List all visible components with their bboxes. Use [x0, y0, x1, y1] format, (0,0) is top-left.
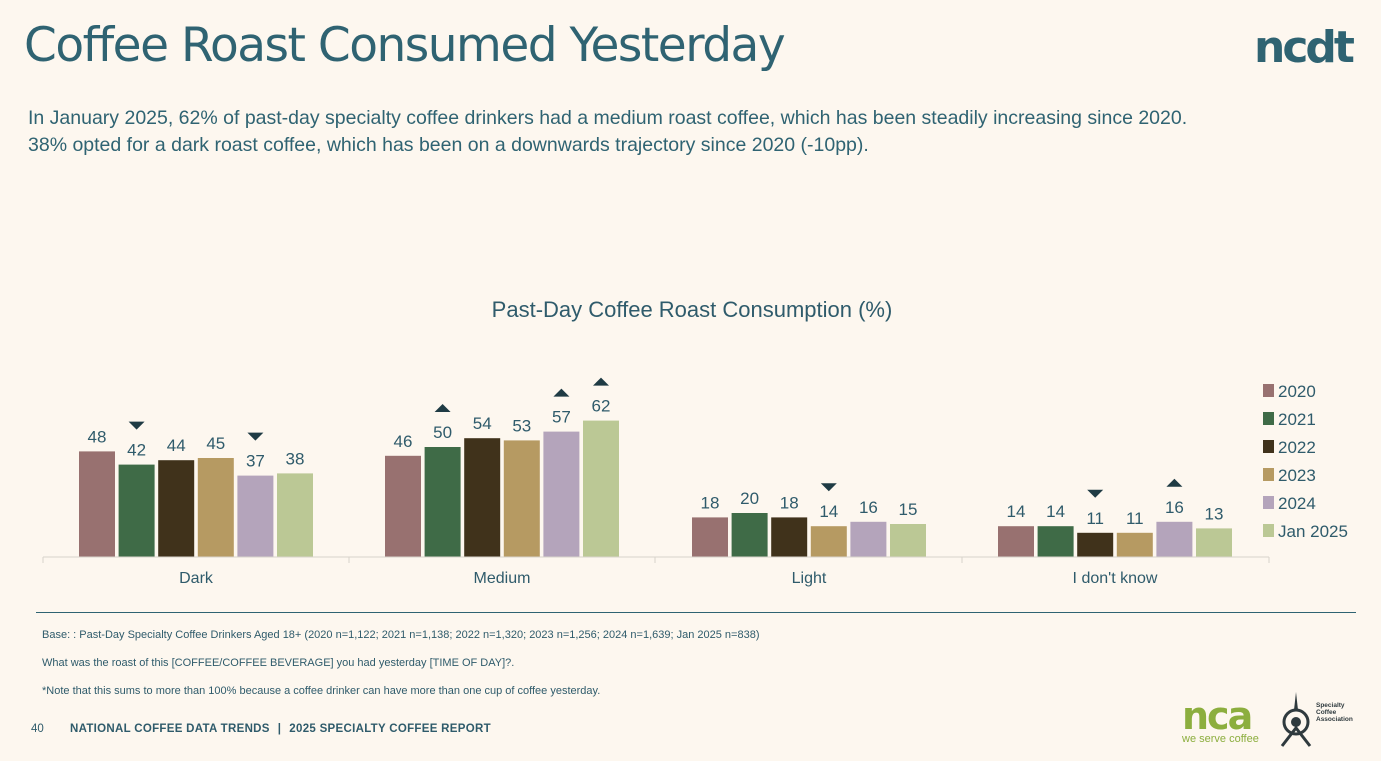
bar-medium-jan-2025 [583, 420, 619, 557]
legend-swatch-2022 [1263, 440, 1274, 453]
legend-swatch-2023 [1263, 468, 1274, 481]
bar-i-don-t-know-2020 [998, 526, 1034, 557]
value-label-dark-2023: 45 [206, 434, 225, 453]
significance-up-marker-medium-2024 [553, 388, 570, 397]
report-title: NATIONAL COFFEE DATA TRENDS | 2025 SPECIAL… [70, 723, 491, 735]
page-number: 40 [31, 723, 44, 735]
bar-i-don-t-know-2021 [1037, 526, 1074, 557]
bar-medium-2024 [543, 431, 580, 557]
bar-i-don-t-know-2023 [1116, 532, 1153, 557]
nca-logo: nca we serve coffee [1182, 694, 1266, 748]
sca-logo: Specialty Coffee Association [1280, 692, 1353, 747]
value-label-dark-2021: 42 [127, 441, 146, 460]
legend-label-jan-2025: Jan 2025 [1278, 522, 1348, 541]
legend-swatch-2024 [1263, 496, 1274, 509]
sca-emblem-icon [1280, 692, 1312, 747]
subtitle-line-1: In January 2025, 62% of past-day special… [28, 107, 1188, 129]
value-label-i-don-t-know-2021: 14 [1046, 502, 1065, 521]
sca-text-2: Coffee [1316, 709, 1337, 716]
base-note: Base: : Past-Day Specialty Coffee Drinke… [42, 629, 760, 641]
value-label-dark-2022: 44 [167, 436, 186, 455]
bar-dark-2023 [197, 458, 234, 557]
question-note: What was the roast of this [COFFEE/COFFE… [42, 657, 515, 669]
value-label-i-don-t-know-2023: 11 [1126, 509, 1144, 528]
legend-swatch-jan-2025 [1263, 524, 1274, 537]
legend-swatch-2021 [1263, 412, 1274, 425]
bar-dark-2024 [237, 475, 274, 557]
legend: 2020 2021 2022 2023 2024 Jan 2025 [1263, 382, 1348, 541]
chart-title: Past-Day Coffee Roast Consumption (%) [492, 297, 893, 322]
bar-i-don-t-know-jan-2025 [1196, 528, 1232, 557]
significance-down-marker-dark-2021 [128, 421, 145, 430]
legend-label-2022: 2022 [1278, 438, 1316, 457]
significance-down-marker-dark-2024 [247, 432, 264, 441]
bar-i-don-t-know-2024 [1156, 521, 1193, 557]
bar-medium-2021 [424, 447, 461, 557]
significance-up-marker-i-don-t-know-2024 [1166, 478, 1183, 487]
bars-layer [79, 420, 1232, 557]
bar-medium-2022 [464, 438, 501, 557]
labels-layer: 48 42 44 45 37 38 46 50 54 53 57 62 18 20 18 14 16 15 14 14… [88, 377, 1224, 528]
bar-i-don-t-know-2022 [1077, 532, 1114, 557]
sca-text-3: Association [1316, 716, 1353, 723]
legend-label-2021: 2021 [1278, 410, 1316, 429]
bar-light-2022 [771, 517, 808, 557]
value-label-light-2022: 18 [780, 493, 799, 512]
bar-medium-2020 [385, 455, 421, 557]
nca-logo-tagline: we serve coffee [1182, 733, 1259, 745]
value-label-light-jan-2025: 15 [899, 500, 918, 519]
bar-light-2023 [810, 526, 847, 557]
legend-label-2020: 2020 [1278, 382, 1316, 401]
legend-label-2023: 2023 [1278, 466, 1316, 485]
value-label-light-2021: 20 [740, 489, 759, 508]
value-label-i-don-t-know-jan-2025: 13 [1205, 504, 1224, 523]
footer-divider [36, 612, 1356, 613]
subtitle-line-2: 38% opted for a dark roast coffee, which… [28, 134, 869, 156]
legend-label-2024: 2024 [1278, 494, 1316, 513]
category-label-i-don-t-know: I don't know [1073, 570, 1158, 587]
bar-dark-2022 [158, 460, 195, 557]
bar-light-2020 [692, 517, 728, 557]
report-name-left: NATIONAL COFFEE DATA TRENDS [70, 723, 270, 735]
value-label-medium-jan-2025: 62 [592, 397, 611, 416]
bar-light-jan-2025 [890, 524, 926, 557]
bar-light-2021 [731, 513, 768, 557]
value-label-medium-2020: 46 [394, 432, 413, 451]
report-name-right: 2025 SPECIALTY COFFEE REPORT [289, 723, 491, 735]
significance-up-marker-medium-jan-2025 [593, 377, 609, 386]
value-label-light-2024: 16 [859, 498, 878, 517]
roast-consumption-chart: Past-Day Coffee Roast Consumption (%) 48… [42, 297, 1348, 587]
legend-swatch-2020 [1263, 384, 1274, 397]
nca-logo-wordmark: nca [1182, 694, 1253, 738]
value-label-dark-2024: 37 [246, 452, 265, 471]
value-label-i-don-t-know-2024: 16 [1165, 498, 1184, 517]
bar-dark-2020 [79, 451, 115, 557]
bar-dark-jan-2025 [277, 473, 313, 557]
value-label-medium-2021: 50 [433, 423, 452, 442]
value-label-medium-2023: 53 [512, 416, 531, 435]
page-title: Coffee Roast Consumed Yesterday [24, 18, 786, 73]
value-label-medium-2022: 54 [473, 414, 492, 433]
ncdt-logo: ncdt [1254, 22, 1355, 73]
value-label-dark-2020: 48 [88, 427, 107, 446]
sca-text-1: Specialty [1316, 702, 1345, 709]
report-separator: | [277, 723, 282, 735]
value-label-i-don-t-know-2020: 14 [1007, 502, 1026, 521]
x-axis: Dark Medium Light I don't know [42, 556, 1270, 587]
significance-up-marker-medium-2021 [434, 404, 451, 412]
significance-down-marker-i-don-t-know-2022 [1087, 489, 1104, 498]
category-label-dark: Dark [179, 570, 214, 587]
category-label-medium: Medium [474, 570, 531, 587]
bar-medium-2023 [503, 440, 540, 557]
category-label-light: Light [792, 570, 827, 587]
value-label-i-don-t-know-2022: 11 [1086, 509, 1104, 528]
value-label-light-2020: 18 [701, 493, 720, 512]
significance-down-marker-light-2023 [820, 483, 837, 492]
bar-dark-2021 [118, 464, 155, 557]
sum-note: *Note that this sums to more than 100% b… [42, 685, 601, 697]
value-label-dark-jan-2025: 38 [286, 449, 305, 468]
bar-light-2024 [850, 521, 887, 557]
value-label-medium-2024: 57 [552, 408, 571, 427]
value-label-light-2023: 14 [819, 502, 838, 521]
